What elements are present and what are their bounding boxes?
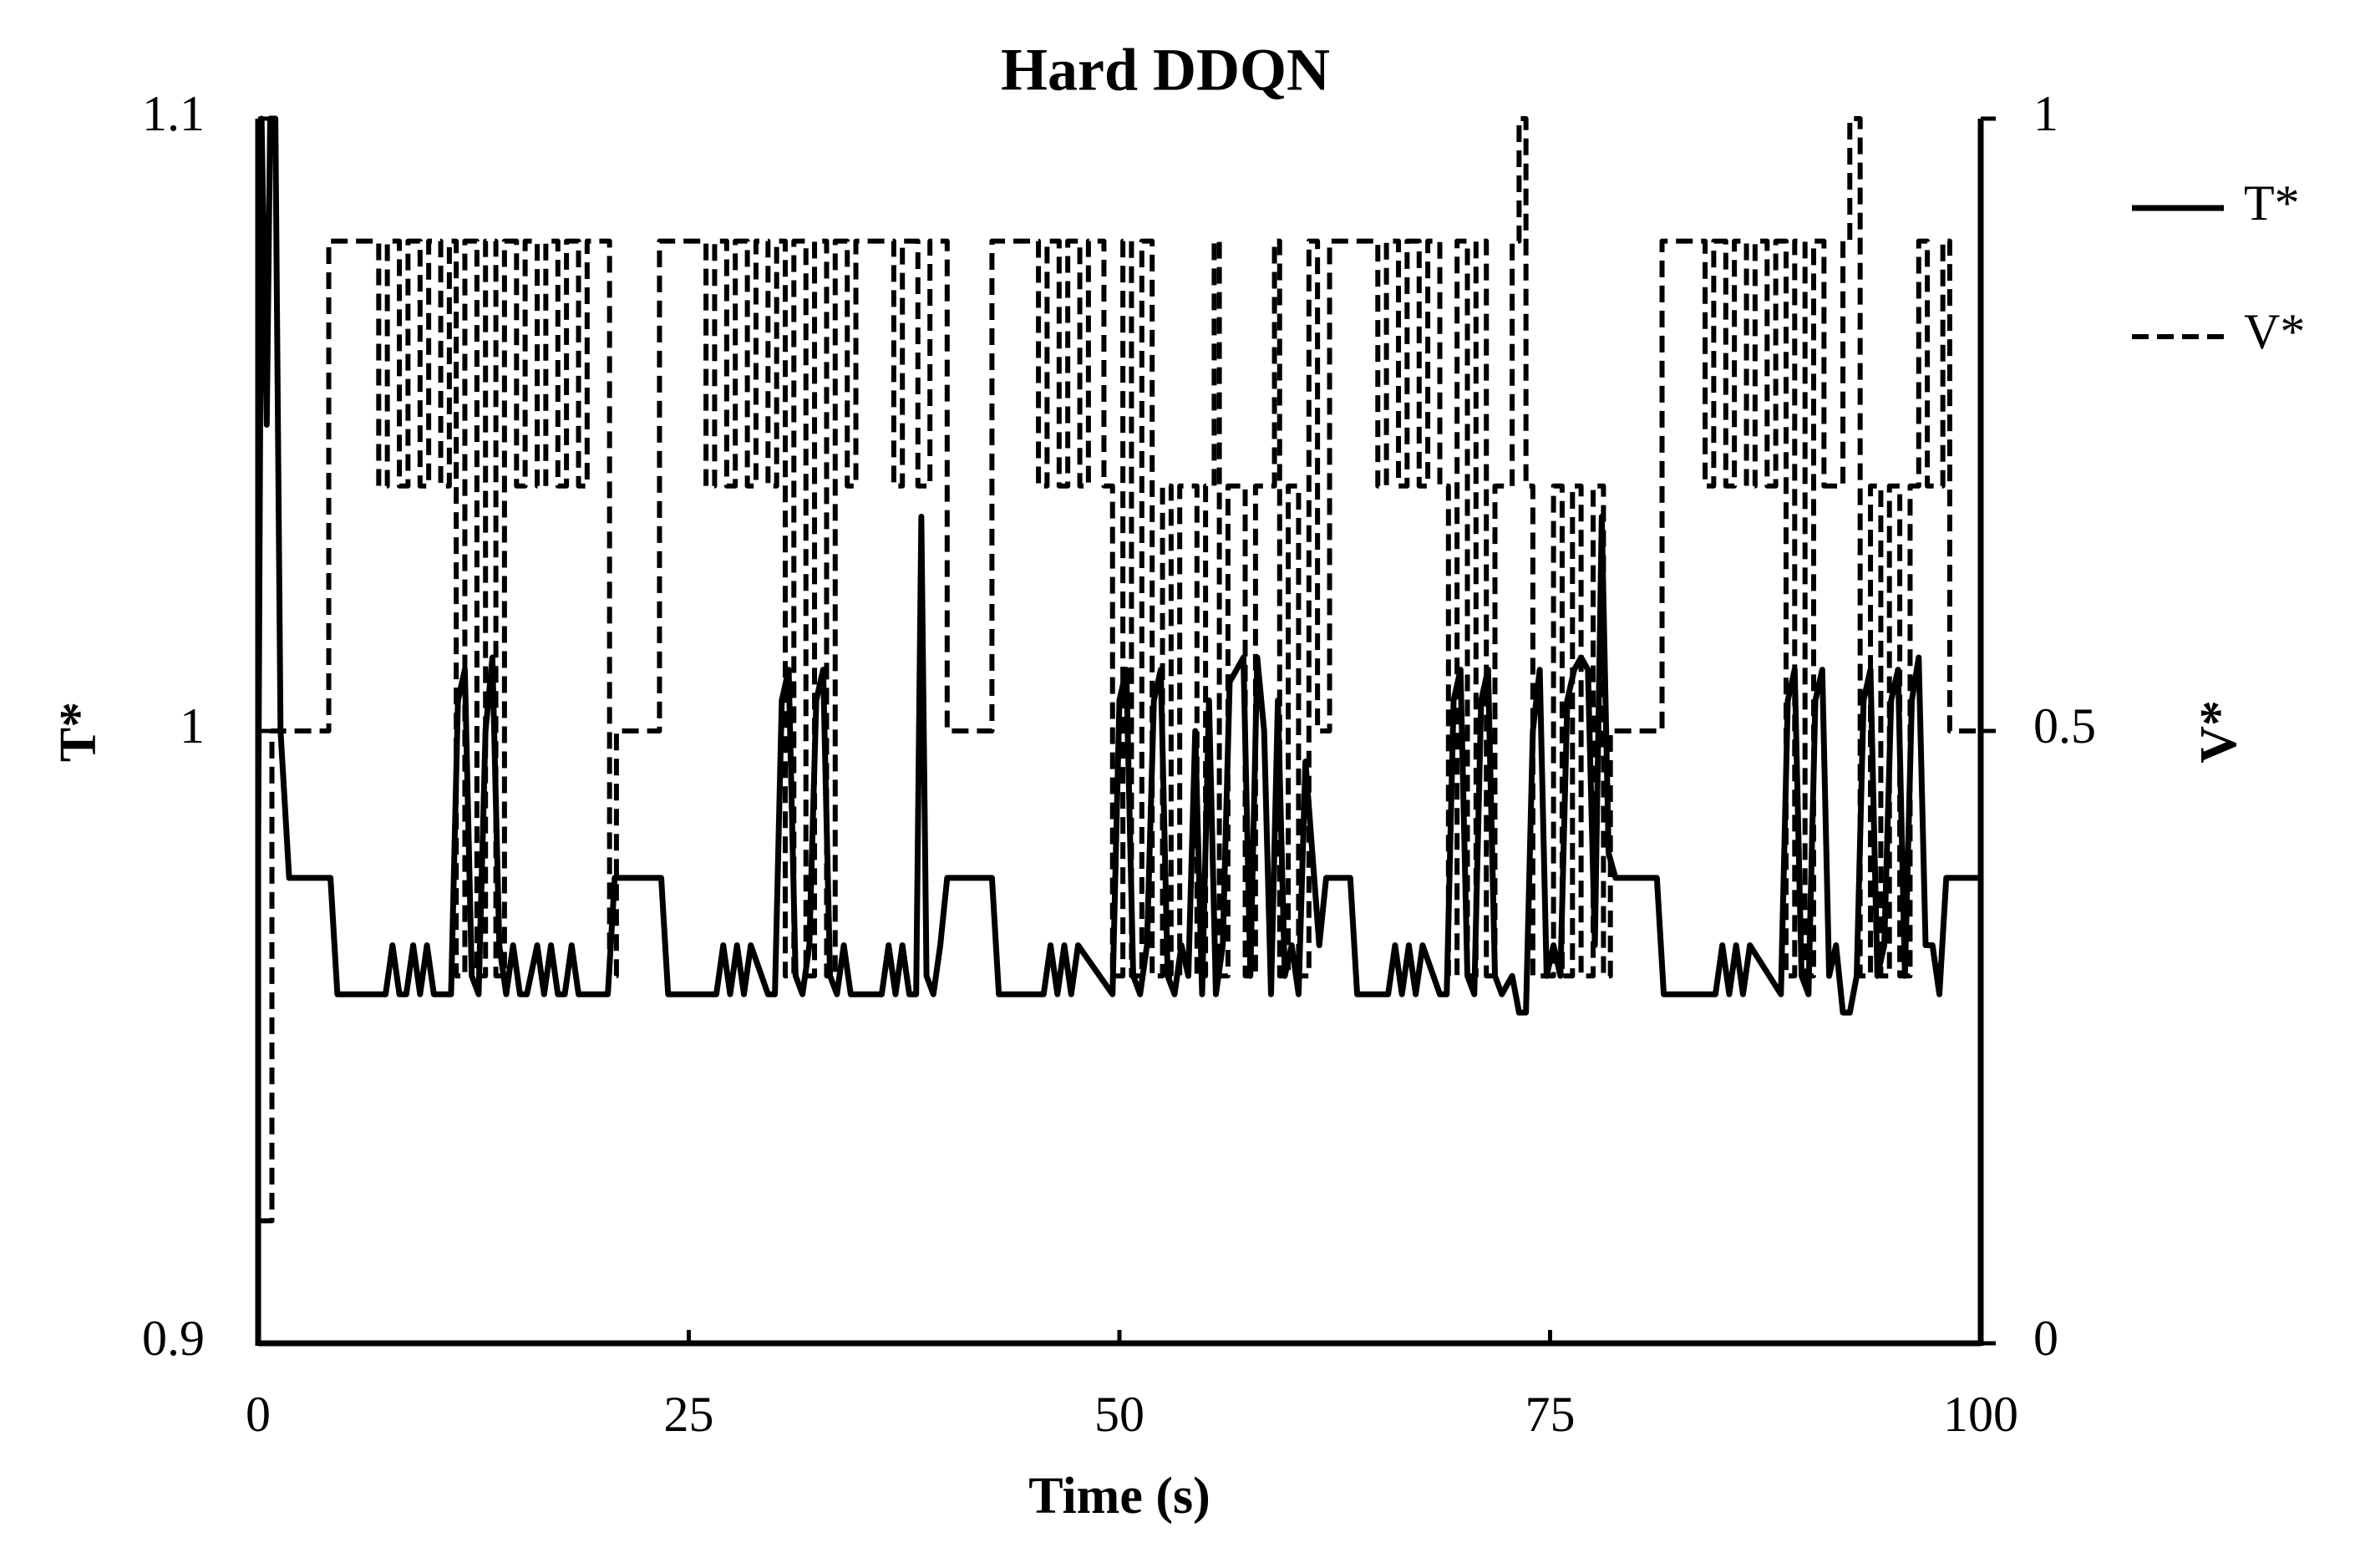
- y2-axis-label: V*: [2190, 700, 2247, 764]
- x-tick-label: 100: [1943, 1387, 2018, 1442]
- legend-label: V*: [2244, 304, 2305, 359]
- series-line: [255, 115, 1981, 1016]
- y-axis-label: T*: [50, 702, 107, 762]
- y-tick-label: 1: [180, 698, 205, 754]
- x-tick-label: 0: [246, 1387, 271, 1442]
- series-line: [258, 116, 1981, 1224]
- x-tick-label: 25: [664, 1387, 714, 1442]
- legend-label: T*: [2244, 175, 2300, 231]
- y2-tick-label: 0.5: [2033, 698, 2096, 754]
- x-tick-label: 50: [1094, 1387, 1144, 1442]
- y2-tick-label: 1: [2033, 86, 2058, 141]
- y-tick-label: 1.1: [142, 86, 205, 141]
- y-tick-label: 0.9: [142, 1311, 205, 1366]
- y2-tick-label: 0: [2033, 1311, 2058, 1366]
- chart-title: Hard DDQN: [1001, 37, 1330, 104]
- x-axis-label: Time (s): [1028, 1468, 1210, 1525]
- x-tick-label: 75: [1525, 1387, 1576, 1442]
